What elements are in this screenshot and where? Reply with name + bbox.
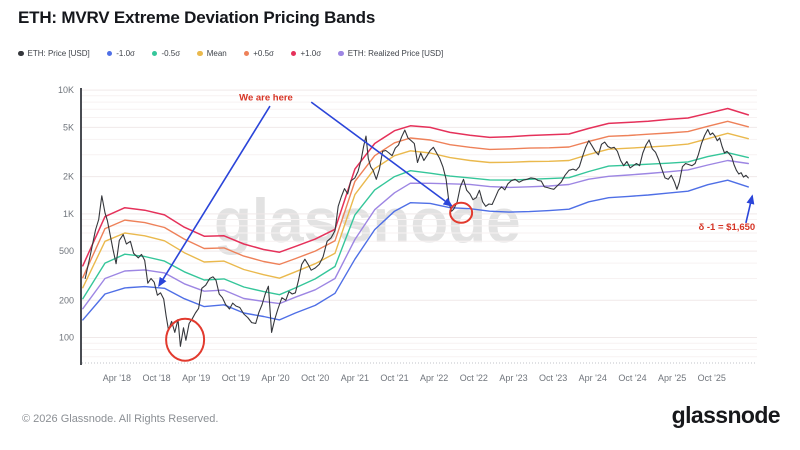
y-tick-label: 200: [59, 295, 74, 305]
series-line-eth-price: [84, 128, 749, 347]
legend-item-minus-1-0-sigma[interactable]: -1.0σ: [106, 49, 135, 58]
y-tick-label: 500: [59, 246, 74, 256]
x-tick-label: Oct '22: [460, 373, 488, 383]
legend-label: Mean: [206, 49, 227, 58]
chart-title: ETH: MVRV Extreme Deviation Pricing Band…: [18, 8, 376, 27]
legend-label: -0.5σ: [161, 49, 181, 58]
y-tick-label: 5K: [63, 122, 74, 132]
chart-legend: ETH: Price [USD] -1.0σ -0.5σ Mean +0.5σ +1.0σ…: [18, 49, 443, 58]
legend-dot: [338, 50, 344, 57]
y-tick-label: 100: [59, 333, 74, 343]
annotation-text-we-are-here: We are here: [239, 93, 293, 104]
x-tick-label: Apr '24: [579, 373, 607, 383]
legend-item-minus-0-5-sigma[interactable]: -0.5σ: [151, 49, 181, 58]
series-line-plus-1-0-sigma: [82, 107, 750, 267]
legend-item-plus-1-0-sigma[interactable]: +1.0σ: [290, 49, 322, 58]
legend-dot: [18, 50, 24, 57]
legend-label: +0.5σ: [253, 49, 274, 58]
x-tick-label: Apr '18: [103, 373, 131, 383]
annotation-circle: [165, 317, 206, 362]
x-tick-label: Oct '18: [142, 373, 170, 383]
x-tick-label: Oct '21: [380, 373, 408, 383]
legend-label: ETH: Price [USD]: [27, 49, 90, 58]
series-line-eth-realized-price: [82, 159, 749, 310]
legend-item-plus-0-5-sigma[interactable]: +0.5σ: [243, 49, 274, 58]
legend-item-mean[interactable]: Mean: [197, 49, 227, 58]
x-tick-label: Apr '21: [341, 373, 369, 383]
x-tick-label: Oct '19: [222, 373, 250, 383]
annotation-circle: [449, 201, 474, 224]
x-tick-label: Oct '25: [698, 373, 726, 383]
x-tick-label: Apr '19: [182, 373, 210, 383]
legend-label: -1.0σ: [116, 49, 135, 58]
legend-label: ETH: Realized Price [USD]: [347, 49, 444, 58]
annotation-arrow: [745, 194, 755, 224]
legend-item-eth-price[interactable]: ETH: Price [USD]: [18, 49, 90, 58]
series-line-mean: [82, 132, 749, 289]
annotation-arrow: [158, 105, 271, 288]
legend-item-eth-realized-price[interactable]: ETH: Realized Price [USD]: [338, 49, 443, 58]
legend-dot: [151, 50, 158, 57]
x-tick-label: Oct '23: [539, 373, 567, 383]
x-tick-label: Apr '20: [261, 373, 289, 383]
x-tick-label: Oct '20: [301, 373, 329, 383]
glassnode-logo: glassnode: [671, 402, 781, 428]
x-tick-label: Apr '22: [420, 373, 448, 383]
legend-dot: [290, 50, 297, 57]
series-line-minus-1-0-sigma: [82, 179, 749, 321]
copyright-text: © 2026 Glassnode. All Rights Reserved.: [22, 413, 219, 425]
x-tick-label: Oct '24: [618, 373, 646, 383]
annotation-arrow: [310, 101, 453, 207]
y-tick-label: 10K: [58, 85, 74, 95]
legend-label: +1.0σ: [300, 49, 322, 58]
y-tick-label: 1K: [63, 209, 74, 219]
legend-dot: [106, 50, 113, 57]
x-tick-label: Apr '23: [499, 373, 527, 383]
legend-dot: [243, 50, 250, 57]
series-line-plus-0-5-sigma: [82, 120, 749, 279]
annotation-text-delta-minus-1: δ -1 = $1,650: [698, 222, 755, 233]
legend-dot: [197, 50, 203, 57]
y-tick-label: 2K: [63, 172, 74, 182]
x-tick-label: Apr '25: [658, 373, 686, 383]
